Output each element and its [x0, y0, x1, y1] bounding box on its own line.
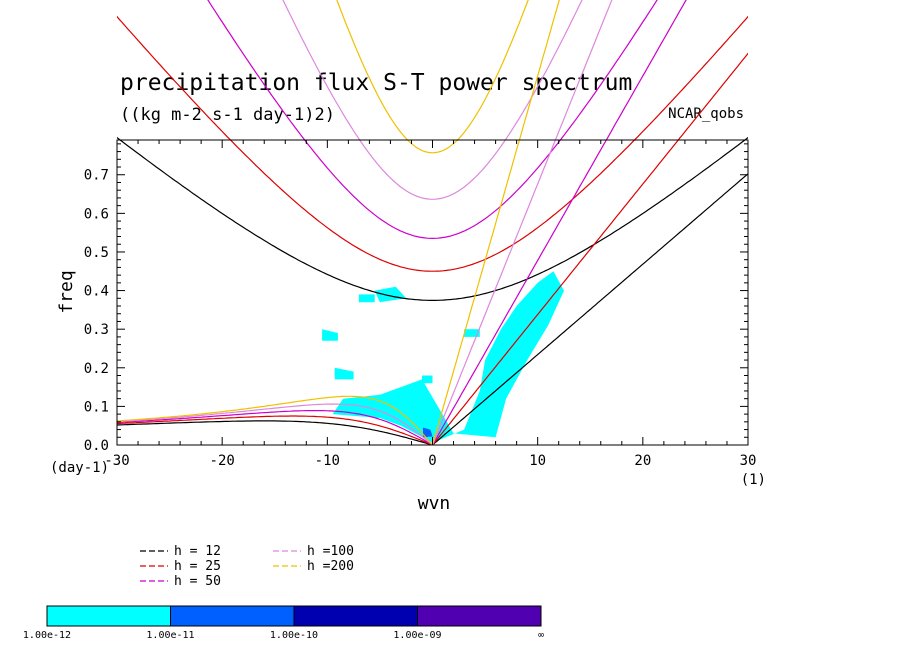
y-tick-label: 0.2 [84, 361, 109, 377]
dispersion-curves [117, 0, 748, 445]
curve-rossby-h12 [117, 420, 433, 445]
power-region-6 [422, 375, 433, 384]
colorbar-swatch [417, 605, 542, 627]
x-tick-label: -10 [315, 453, 340, 469]
curve-kelvin-h50 [431, 0, 687, 445]
curve-rossby-h50 [117, 410, 433, 445]
power-region-4 [358, 294, 375, 303]
x-axis-label: wvn [418, 493, 451, 514]
y-tick-label: 0.7 [84, 168, 109, 184]
dataset-label: NCAR_qobs [668, 106, 744, 122]
curve-kelvin-h200 [431, 0, 560, 445]
colorbar-level-label: ∞ [538, 630, 544, 641]
x-tick-label: 10 [529, 453, 546, 469]
y-axis-label: freq [56, 270, 77, 313]
x-tick-label: 20 [634, 453, 651, 469]
curve-inertia-gravity-h50 [207, 0, 658, 240]
y-tick-label: 0.4 [84, 284, 109, 300]
colorbar-level-label: 1.00e-12 [23, 630, 71, 641]
power-region-5 [464, 329, 480, 337]
curve-inertia-gravity-h100 [282, 0, 583, 200]
x-tick-label: 0 [428, 453, 436, 469]
y-tick-label: 0.1 [84, 399, 109, 415]
curve-inertia-gravity-h25 [117, 15, 748, 272]
colorbar-level-label: 1.00e-10 [270, 630, 318, 641]
x-tick-label: -20 [210, 453, 235, 469]
x-tick-label: 30 [740, 453, 757, 469]
colorbar-level-label: 1.00e-11 [146, 630, 194, 641]
y-unit-label: (day-1) [50, 460, 109, 476]
curve-inertia-gravity-h12 [117, 136, 748, 301]
axes: -30 -20 -10 0 10 20 30 0.0 0.1 0.2 0.3 0.4 0.5 0.6 0.7 [84, 140, 757, 469]
power-region-3 [374, 286, 407, 303]
curve-inertia-gravity-h200 [336, 0, 529, 154]
colorbar-swatch [170, 605, 295, 627]
curve-rossby-h25 [117, 415, 433, 445]
curve-kelvin-h25 [432, 52, 748, 445]
power-region-1 [334, 367, 354, 380]
legend-label: h = 50 [174, 574, 221, 589]
legend-label: h = 12 [174, 544, 221, 559]
colorbar-swatch [293, 605, 418, 627]
power-region-7 [423, 427, 433, 438]
y-tick-label: 0.0 [84, 438, 109, 454]
legend-label: h = 25 [174, 559, 221, 574]
colorbar: 1.00e-12 1.00e-11 1.00e-10 1.00e-09 ∞ [23, 605, 544, 641]
colorbar-level-label: 1.00e-09 [393, 630, 441, 641]
y-tick-label: 0.5 [84, 245, 109, 261]
x-unit-label: (1) [741, 472, 766, 488]
power-region-0 [332, 271, 564, 443]
y-tick-label: 0.3 [84, 322, 109, 338]
curve-kelvin-h12 [432, 172, 748, 445]
curve-rossby-h200 [117, 395, 433, 445]
legend-label: h =200 [307, 559, 354, 574]
colorbar-swatch [46, 605, 171, 627]
y-tick-label: 0.6 [84, 206, 109, 222]
curve-kelvin-h100 [431, 0, 613, 445]
power-region-2 [322, 329, 338, 341]
chart-subtitle: ((kg m-2 s-1 day-1)2) [120, 105, 335, 125]
power-shading [322, 271, 564, 443]
x-tick-label: -30 [104, 453, 129, 469]
legend-label: h =100 [307, 544, 354, 559]
curve-rossby-h100 [117, 403, 433, 445]
